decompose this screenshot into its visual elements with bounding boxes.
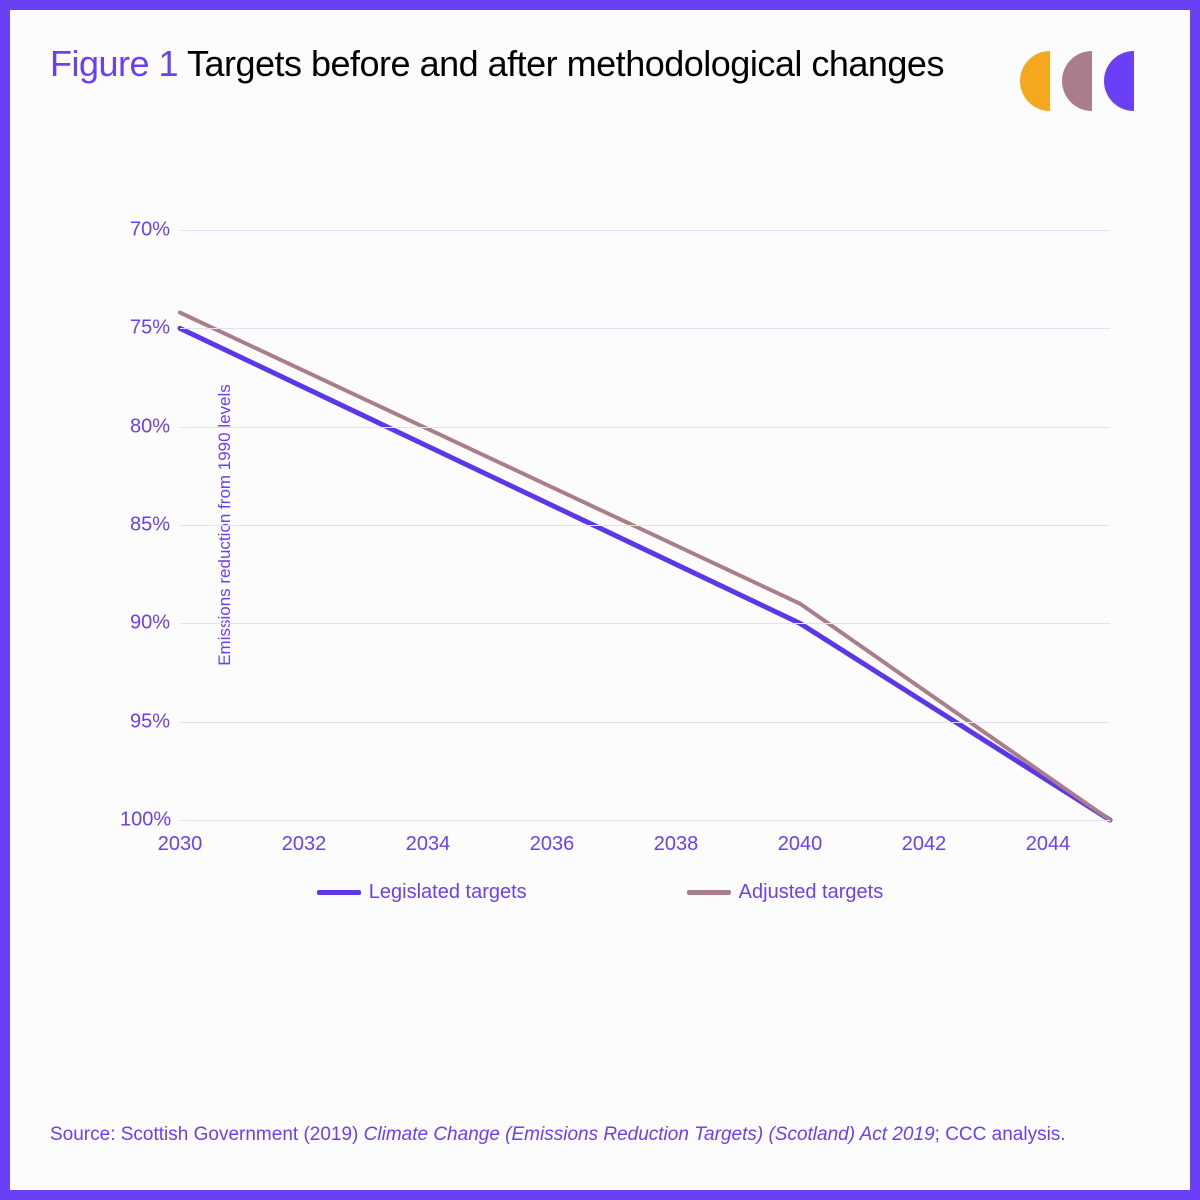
figure-label: Figure 1 [50, 43, 178, 84]
logo-arc-2 [1062, 51, 1092, 111]
series-line-1 [180, 313, 1110, 820]
grid-line [180, 820, 1110, 821]
y-tick-label: 70% [120, 219, 170, 242]
x-tick-label: 2032 [282, 833, 327, 856]
grid-line [180, 525, 1110, 526]
source-note: Source: Scottish Government (2019) Clima… [50, 1124, 1066, 1146]
x-tick-label: 2036 [530, 833, 575, 856]
title-block: Figure 1 Targets before and after method… [50, 40, 944, 89]
logo-arc-1 [1020, 51, 1050, 111]
legend-label: Adjusted targets [739, 881, 884, 904]
grid-line [180, 328, 1110, 329]
legend-item-legislated: Legislated targets [317, 881, 527, 904]
x-tick-label: 2040 [778, 833, 823, 856]
source-italic: Climate Change (Emissions Reduction Targ… [364, 1124, 935, 1145]
y-tick-label: 85% [120, 514, 170, 537]
header: Figure 1 Targets before and after method… [50, 40, 1150, 116]
figure-title: Targets before and after methodological … [187, 43, 944, 84]
legend-swatch-icon [317, 890, 361, 895]
chart: Emissions reduction from 1990 levels 70%… [70, 210, 1130, 910]
y-tick-label: 75% [120, 317, 170, 340]
source-suffix: ; CCC analysis. [935, 1124, 1066, 1145]
y-tick-label: 80% [120, 415, 170, 438]
y-tick-label: 90% [120, 612, 170, 635]
legend-swatch-icon [687, 890, 731, 895]
logo-arc-3 [1104, 51, 1134, 111]
y-tick-label: 100% [120, 809, 170, 832]
x-tick-label: 2042 [902, 833, 947, 856]
grid-line [180, 427, 1110, 428]
x-tick-label: 2030 [158, 833, 203, 856]
series-line-0 [180, 328, 1110, 820]
ccc-logo-icon [1010, 46, 1150, 116]
source-prefix: Source: Scottish Government (2019) [50, 1124, 364, 1145]
plot-area: Emissions reduction from 1990 levels 70%… [180, 230, 1110, 820]
legend-label: Legislated targets [369, 881, 527, 904]
y-tick-label: 95% [120, 710, 170, 733]
x-tick-label: 2038 [654, 833, 699, 856]
grid-line [180, 623, 1110, 624]
x-tick-label: 2044 [1026, 833, 1071, 856]
legend-item-adjusted: Adjusted targets [687, 881, 884, 904]
x-tick-label: 2034 [406, 833, 451, 856]
grid-line [180, 230, 1110, 231]
grid-line [180, 722, 1110, 723]
figure-frame: Figure 1 Targets before and after method… [0, 0, 1200, 1200]
legend: Legislated targets Adjusted targets [70, 881, 1130, 904]
